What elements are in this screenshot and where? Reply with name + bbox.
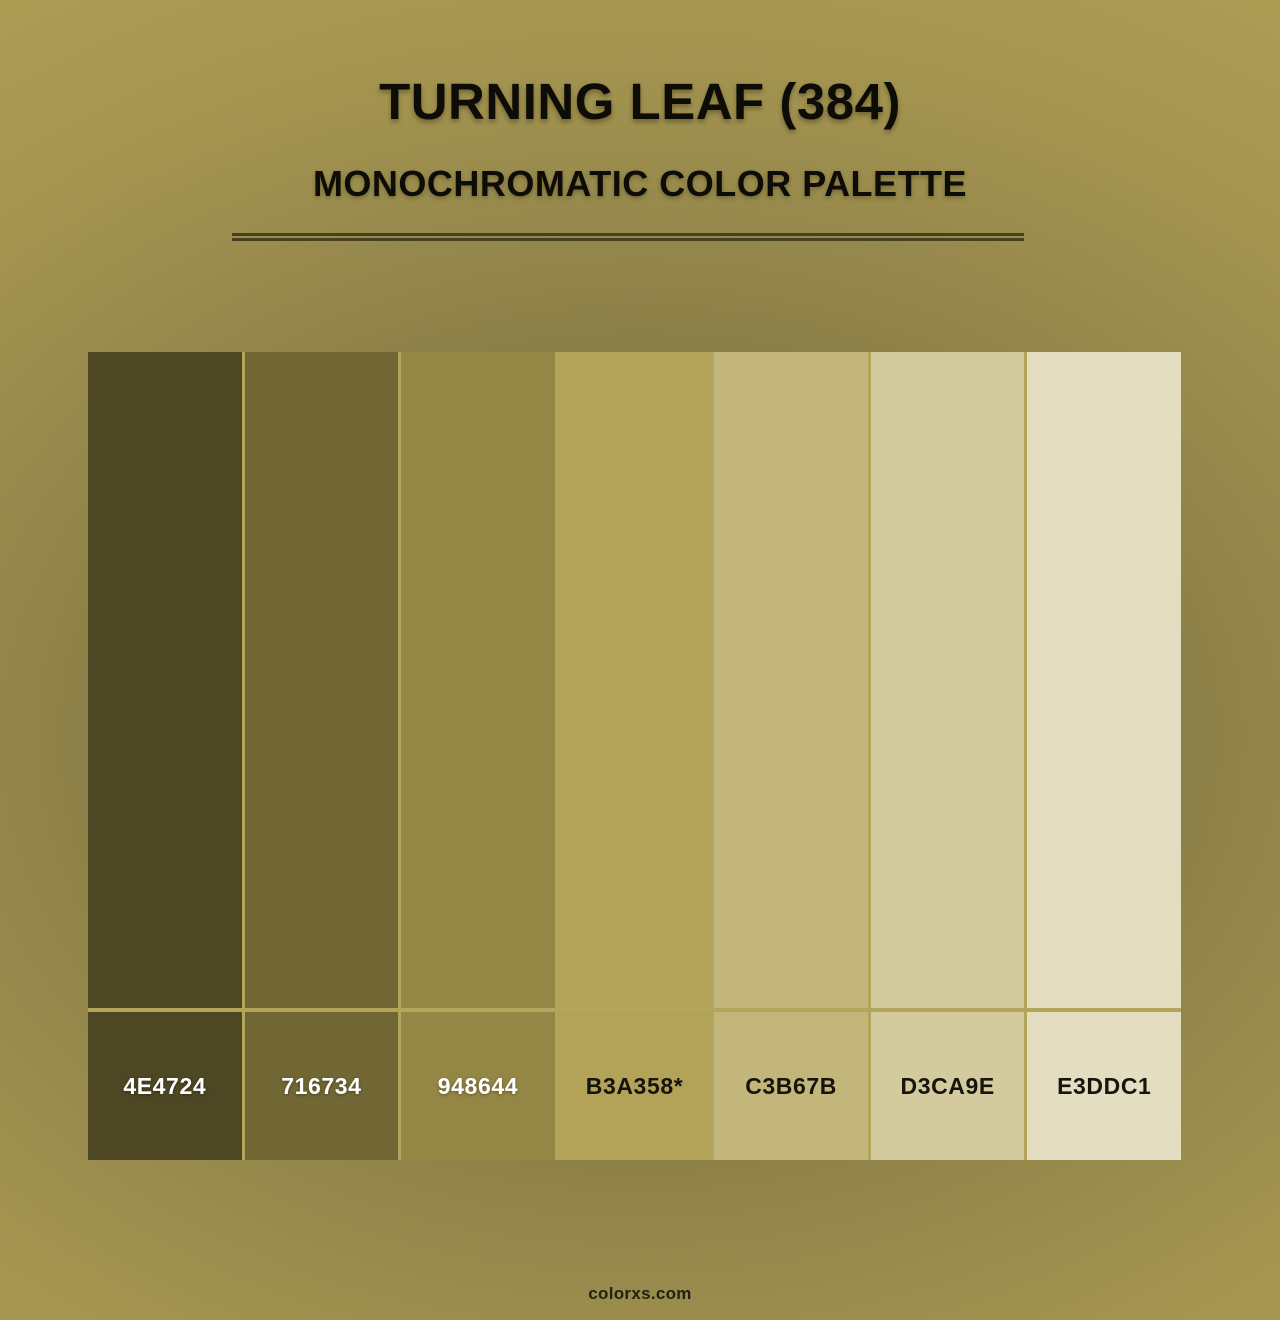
hex-code-label: C3B67B bbox=[745, 1072, 837, 1099]
palette-color-swatch[interactable] bbox=[714, 352, 868, 1008]
palette-hex-label-cell[interactable]: B3A358* bbox=[557, 1012, 712, 1160]
page-title: TURNING LEAF (384) bbox=[379, 73, 901, 130]
palette-color-swatch[interactable] bbox=[870, 352, 1025, 1008]
site-footer: colorxs.com bbox=[0, 1284, 1280, 1304]
palette-color-swatch[interactable] bbox=[244, 352, 399, 1008]
palette-color-swatch[interactable] bbox=[88, 352, 242, 1008]
palette-hex-label-cell[interactable]: 4E4724 bbox=[88, 1012, 242, 1160]
title-divider bbox=[232, 233, 1024, 241]
palette-hex-label-cell[interactable]: E3DDC1 bbox=[1027, 1012, 1182, 1160]
hex-code-label: E3DDC1 bbox=[1057, 1072, 1152, 1099]
hex-code-label: D3CA9E bbox=[900, 1072, 995, 1099]
hex-code-label: 716734 bbox=[281, 1072, 362, 1099]
palette-hex-label-cell[interactable]: D3CA9E bbox=[870, 1012, 1025, 1160]
hex-code-label: 948644 bbox=[437, 1072, 519, 1099]
page-subtitle: MONOCHROMATIC COLOR PALETTE bbox=[312, 163, 968, 204]
hex-code-label: 4E4724 bbox=[123, 1072, 207, 1099]
footer-site-link[interactable]: colorxs.com bbox=[588, 1284, 692, 1303]
hex-code-label: B3A358* bbox=[585, 1072, 684, 1099]
palette-grid: 4E4724 716734 948644 B3A358* C3B67B D3CA9E E3D… bbox=[88, 352, 1182, 1160]
palette-hex-label-cell[interactable]: 948644 bbox=[401, 1012, 555, 1160]
palette-hex-label-cell[interactable]: 716734 bbox=[244, 1012, 399, 1160]
palette-label-row: 4E4724 716734 948644 B3A358* C3B67B D3CA9E E3D… bbox=[88, 1012, 1182, 1160]
palette-color-swatch[interactable] bbox=[401, 352, 555, 1008]
palette-color-swatch[interactable] bbox=[557, 352, 712, 1008]
palette-color-swatch[interactable] bbox=[1027, 352, 1182, 1008]
palette-hex-label-cell[interactable]: C3B67B bbox=[714, 1012, 868, 1160]
palette-swatch-row bbox=[88, 352, 1182, 1008]
